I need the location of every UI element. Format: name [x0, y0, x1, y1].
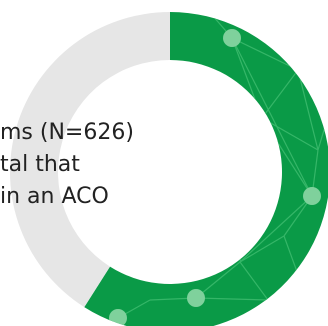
network-line — [261, 117, 319, 151]
network-line — [231, 37, 299, 71]
donut-slice-remainder — [10, 12, 171, 308]
network-line — [239, 261, 269, 301]
donut-slice-primary — [84, 12, 328, 326]
network-line — [297, 69, 319, 151]
network-node — [223, 29, 241, 47]
network-line — [231, 37, 313, 197]
network-node — [303, 187, 321, 205]
network-line — [239, 195, 313, 263]
network-line — [317, 109, 328, 151]
network-node — [187, 289, 205, 307]
network-line — [195, 261, 241, 299]
network-line — [195, 297, 269, 301]
network-line — [239, 235, 285, 263]
